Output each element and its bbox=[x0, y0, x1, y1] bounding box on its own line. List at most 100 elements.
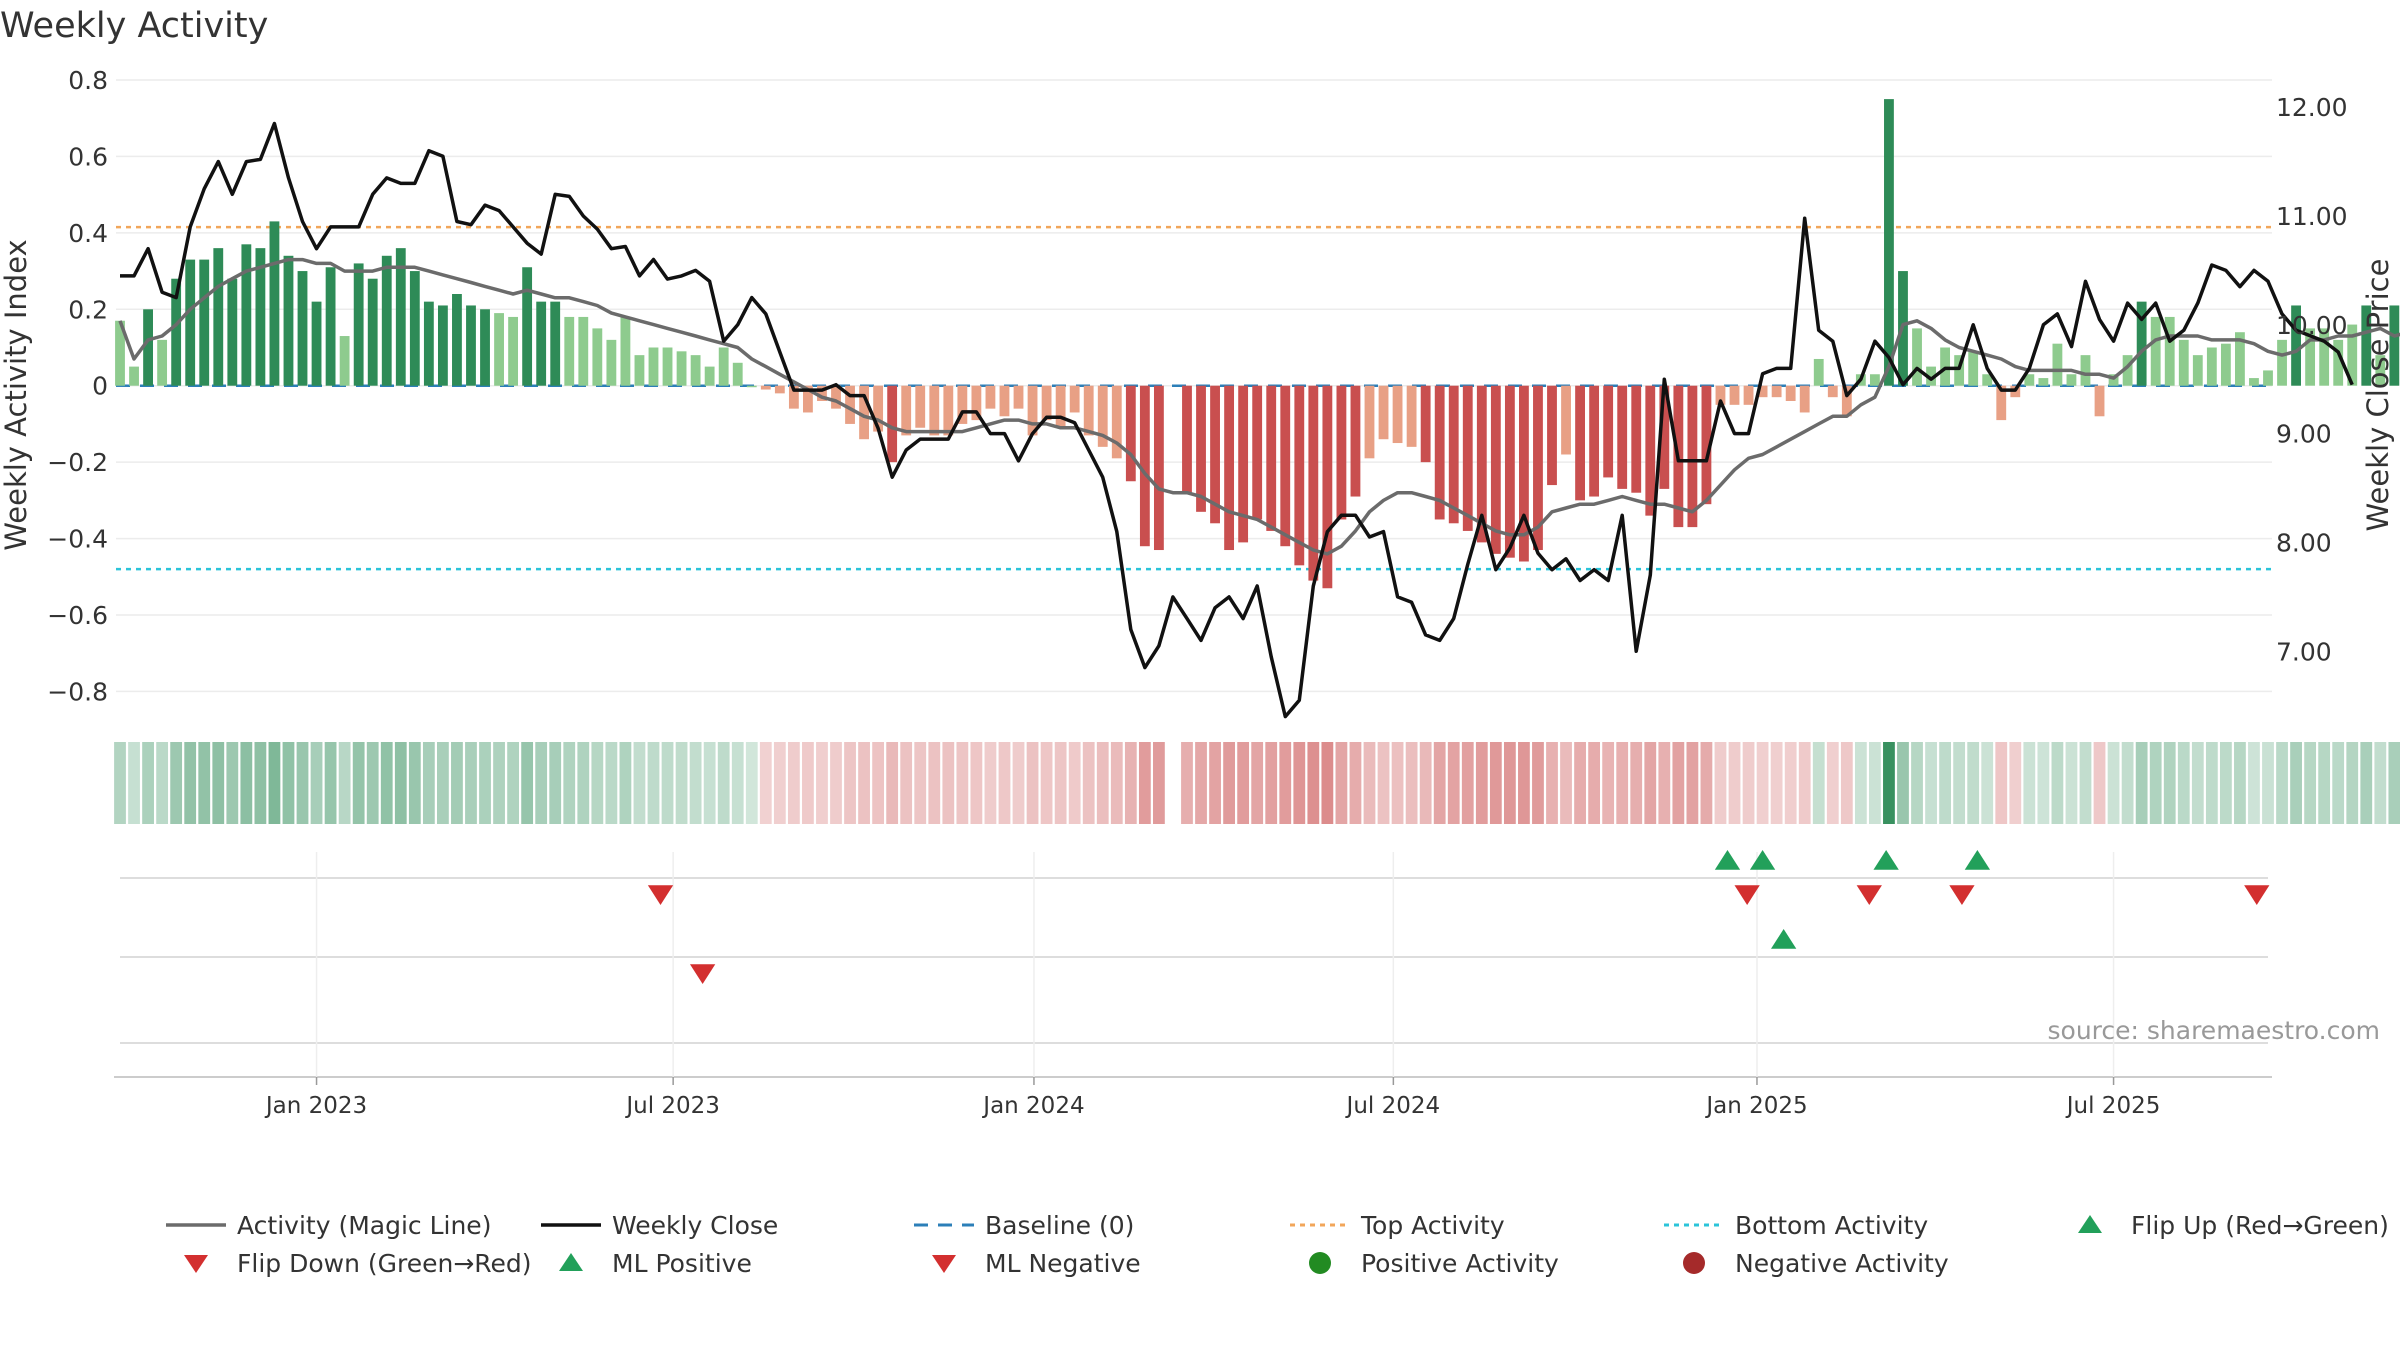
heat-strip-cell bbox=[1981, 742, 1994, 824]
heat-strip-cell bbox=[633, 742, 646, 824]
activity-bar bbox=[859, 385, 869, 440]
heat-strip-cell bbox=[226, 742, 239, 824]
activity-bar bbox=[803, 385, 813, 413]
y-axis-label: Weekly Activity Index bbox=[0, 239, 33, 550]
legend-label: Activity (Magic Line) bbox=[237, 1211, 491, 1240]
heat-strip-cell bbox=[1181, 742, 1193, 824]
y-tick-label: −0.6 bbox=[47, 601, 108, 630]
activity-bar bbox=[2389, 305, 2400, 386]
legend-swatch bbox=[184, 1255, 208, 1273]
heat-strip-cell bbox=[1939, 742, 1951, 824]
heat-strip-cell bbox=[591, 742, 604, 824]
legend-label: ML Positive bbox=[612, 1249, 752, 1278]
activity-bar bbox=[2080, 355, 2091, 386]
activity-bar bbox=[1827, 385, 1838, 398]
flip-up-marker bbox=[1873, 850, 1899, 870]
y-tick-label: 0.8 bbox=[68, 66, 108, 95]
x-tick-label: Jan 2024 bbox=[981, 1093, 1084, 1119]
activity-bar bbox=[1504, 385, 1515, 558]
heat-strip-cell bbox=[535, 742, 548, 824]
y-tick-label: −0.4 bbox=[47, 525, 108, 554]
heat-strip-cell bbox=[296, 742, 309, 824]
activity-bar bbox=[1111, 385, 1122, 459]
heat-strip-cell bbox=[745, 742, 758, 824]
y2-tick-label: 10.00 bbox=[2276, 311, 2348, 340]
heat-strip-cell bbox=[1026, 742, 1039, 824]
activity-bar bbox=[508, 316, 519, 386]
heat-strip-cell bbox=[156, 742, 169, 824]
flip-down-marker bbox=[1734, 885, 1760, 905]
y2-tick-label: 12.00 bbox=[2276, 93, 2348, 122]
heat-strip-cell bbox=[1869, 742, 1881, 824]
activity-bar bbox=[1322, 385, 1333, 589]
activity-bar bbox=[466, 305, 476, 386]
activity-bar bbox=[929, 385, 940, 436]
flip-up-marker bbox=[1749, 850, 1776, 870]
heat-strip-cell bbox=[914, 742, 927, 824]
activity-bar bbox=[1224, 385, 1235, 551]
activity-bar bbox=[550, 301, 561, 386]
activity-bar bbox=[2277, 339, 2287, 386]
activity-bar bbox=[578, 316, 589, 386]
activity-bar bbox=[873, 385, 884, 432]
heat-strip-cell bbox=[2276, 742, 2288, 824]
heat-strip-cell bbox=[2107, 742, 2120, 824]
heat-strip-cell bbox=[479, 742, 491, 824]
heat-strip-cell bbox=[1363, 742, 1376, 824]
activity-bar bbox=[199, 259, 210, 386]
heat-strip-cell bbox=[661, 742, 674, 824]
legend-swatch bbox=[1683, 1252, 1705, 1274]
heat-strip-cell bbox=[577, 742, 590, 824]
heat-strip-cell bbox=[1616, 742, 1629, 824]
activity-bar bbox=[2164, 316, 2175, 386]
activity-bar bbox=[690, 355, 701, 386]
ml-positive-marker bbox=[1770, 929, 1797, 949]
activity-bar bbox=[2319, 328, 2330, 386]
heat-strip-cell bbox=[2079, 742, 2092, 824]
activity-bar bbox=[1083, 385, 1094, 436]
heat-strip-cell bbox=[942, 742, 955, 824]
activity-bar bbox=[2361, 305, 2372, 386]
activity-bar bbox=[1771, 385, 1782, 398]
activity-bar bbox=[1701, 385, 1712, 505]
y-tick-label: −0.2 bbox=[47, 448, 108, 477]
activity-bar bbox=[2305, 328, 2316, 386]
activity-bar bbox=[1785, 385, 1796, 401]
y2-tick-label: 7.00 bbox=[2276, 637, 2332, 666]
activity-bar bbox=[2220, 343, 2231, 386]
heat-strip-cell bbox=[2065, 742, 2078, 824]
activity-bar bbox=[2038, 378, 2049, 386]
activity-bar bbox=[1280, 385, 1291, 547]
activity-bar bbox=[1926, 366, 1936, 386]
y2-tick-label: 8.00 bbox=[2276, 528, 2332, 557]
activity-bar bbox=[339, 336, 350, 386]
activity-bar bbox=[297, 271, 308, 386]
heat-strip-cell bbox=[1518, 742, 1530, 824]
x-tick-label: Jan 2023 bbox=[264, 1093, 367, 1119]
activity-bar bbox=[1841, 385, 1852, 417]
heat-strip-cell bbox=[1237, 742, 1250, 824]
activity-bar bbox=[1869, 374, 1880, 386]
activity-bar bbox=[634, 355, 645, 386]
heat-strip-cell bbox=[2234, 742, 2246, 824]
heat-strip-cell bbox=[2191, 742, 2204, 824]
activity-bar bbox=[423, 301, 434, 386]
heat-strip-cell bbox=[2163, 742, 2176, 824]
legend-label: Weekly Close bbox=[612, 1211, 778, 1240]
activity-bar bbox=[213, 248, 224, 386]
heat-strip-cell bbox=[563, 742, 576, 824]
heat-strip-cell bbox=[2023, 742, 2036, 824]
heat-strip-cell bbox=[1068, 742, 1081, 824]
heat-strip-cell bbox=[787, 742, 800, 824]
activity-bar bbox=[1631, 385, 1642, 493]
activity-bar bbox=[1041, 385, 1052, 421]
flip-down-marker bbox=[1856, 885, 1882, 905]
y-tick-label: 0.4 bbox=[68, 219, 108, 248]
activity-bar bbox=[1139, 385, 1150, 547]
activity-bar bbox=[2122, 355, 2133, 386]
activity-bar bbox=[1266, 385, 1277, 531]
heat-strip-cell bbox=[2051, 742, 2064, 824]
legend-swatch bbox=[2078, 1215, 2102, 1233]
heat-strip-cell bbox=[1321, 742, 1334, 824]
heat-strip-cell bbox=[1349, 742, 1362, 824]
